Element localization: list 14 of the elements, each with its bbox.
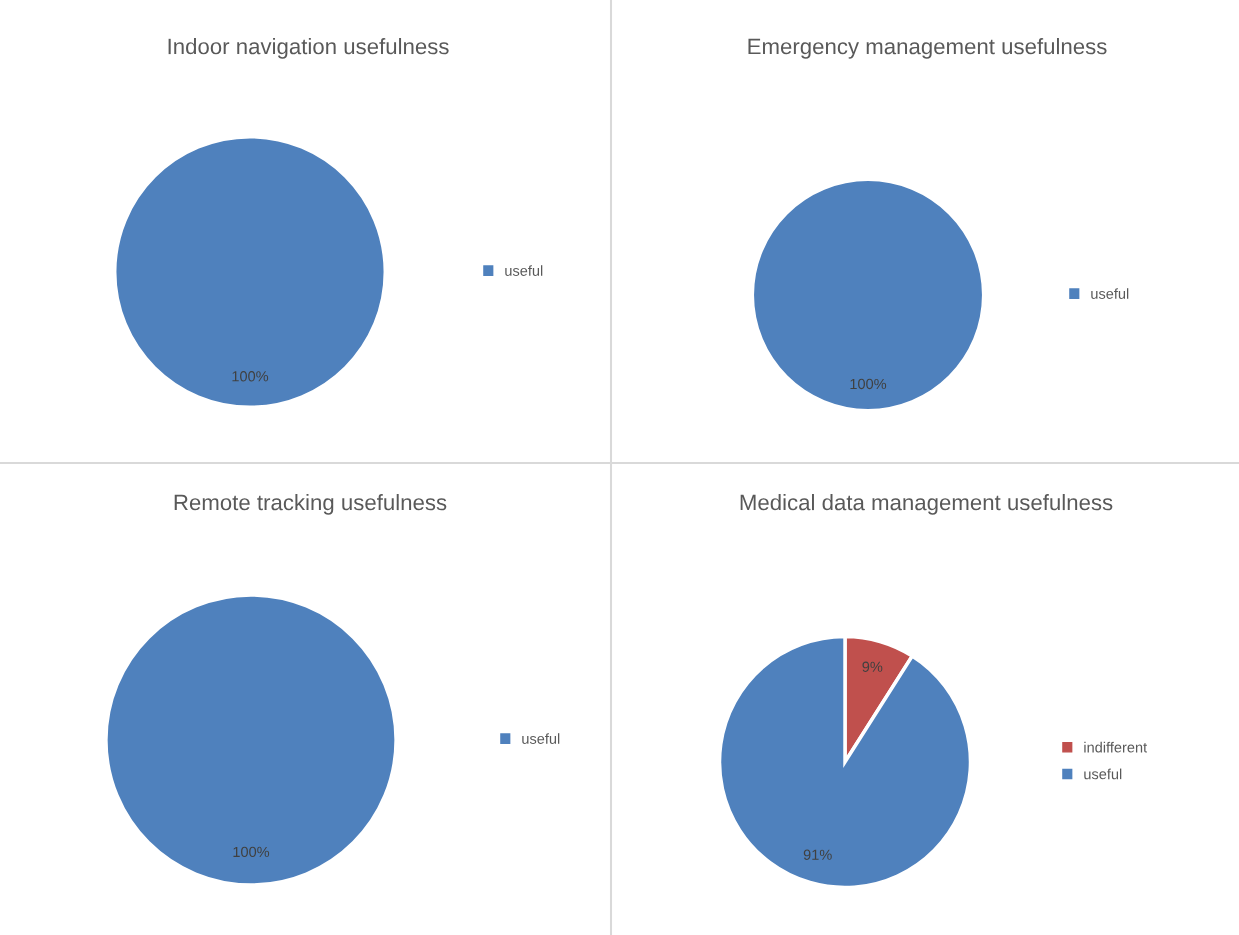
legend-label: useful bbox=[1091, 288, 1129, 299]
legend-label: useful bbox=[522, 733, 560, 744]
legend-label: useful bbox=[1084, 768, 1122, 780]
legend-label: indifferent bbox=[1084, 741, 1148, 753]
data-label: 91% bbox=[803, 849, 832, 860]
chart-title: Emergency management usefulness bbox=[748, 38, 1107, 59]
data-label: 9% bbox=[862, 661, 883, 672]
chart-title: Medical data management usefulness bbox=[740, 494, 1113, 515]
chart-title: Indoor navigation usefulness bbox=[168, 38, 449, 59]
legend-label: useful bbox=[505, 265, 543, 276]
chart-title: Remote tracking usefulness bbox=[174, 494, 447, 515]
data-label: 100% bbox=[850, 378, 887, 390]
data-label: 100% bbox=[232, 371, 269, 382]
data-label: 100% bbox=[233, 846, 270, 858]
